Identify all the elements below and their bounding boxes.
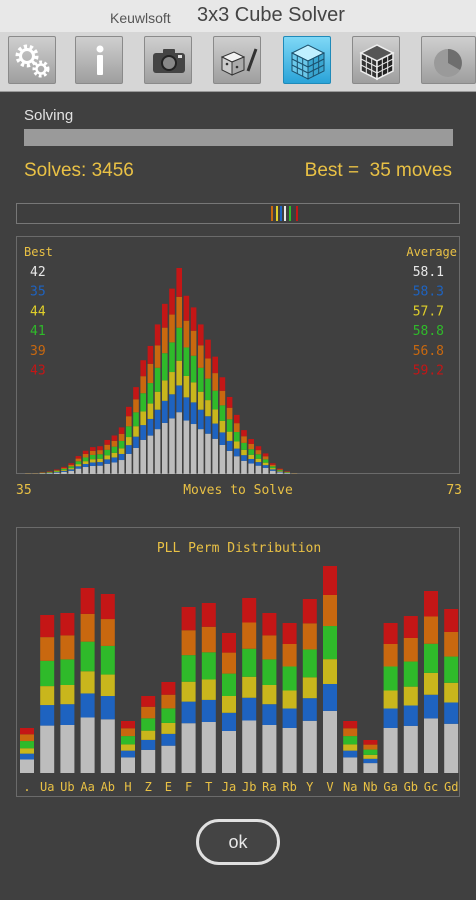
- camera-icon: [153, 49, 185, 73]
- cube-3d-button[interactable]: [352, 36, 400, 84]
- info-button[interactable]: [75, 36, 123, 84]
- app-title: 3x3 Cube Solver: [197, 4, 345, 26]
- settings-button[interactable]: [8, 36, 56, 84]
- moves-histogram-frame: [16, 236, 460, 474]
- title-bar: Keuwlsoft 3x3 Cube Solver: [0, 0, 476, 32]
- solving-progress-bar: [24, 129, 453, 146]
- range-marker-green: [289, 206, 291, 221]
- gear-icon: [15, 44, 50, 78]
- dice-pencil-icon: [220, 48, 258, 76]
- pie-chart-icon: [434, 49, 462, 77]
- toolbar: [0, 32, 476, 92]
- range-marker-yellow: [276, 206, 278, 221]
- range-marker-orange: [271, 206, 273, 221]
- range-marker-red: [296, 206, 298, 221]
- range-marker-blue: [280, 206, 282, 221]
- cube-icon: [290, 44, 326, 80]
- pll-chart-frame: [16, 527, 460, 797]
- best-moves: Best = 35 moves: [304, 160, 452, 181]
- solving-label: Solving: [24, 107, 74, 124]
- camera-button[interactable]: [144, 36, 192, 84]
- edit-cube-button[interactable]: [213, 36, 261, 84]
- info-icon: [96, 45, 104, 75]
- ok-button[interactable]: ok: [196, 819, 280, 865]
- move-range-bar: [16, 203, 460, 224]
- solves-count: Solves: 3456: [24, 160, 134, 181]
- range-marker-white: [284, 206, 286, 221]
- solve-cube-button[interactable]: [283, 36, 331, 84]
- range-markers: [271, 206, 298, 221]
- progress-fill: [24, 129, 453, 146]
- app-brand: Keuwlsoft: [110, 10, 171, 26]
- cube-dark-icon: [359, 44, 395, 81]
- stats-button[interactable]: [421, 36, 476, 84]
